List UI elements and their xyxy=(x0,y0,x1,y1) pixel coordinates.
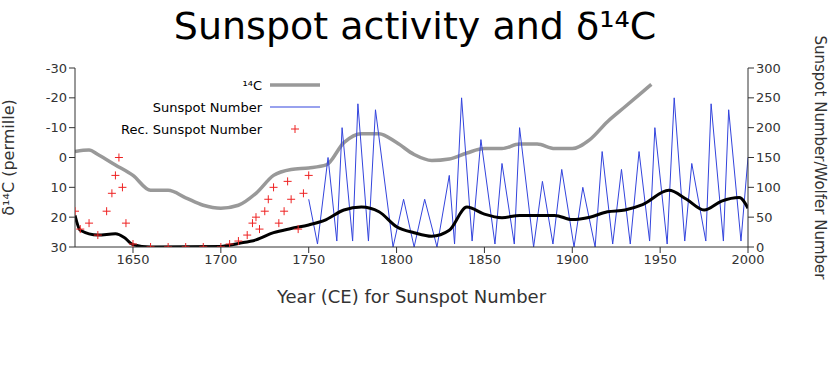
svg-text:0: 0 xyxy=(756,240,764,255)
svg-text:1900: 1900 xyxy=(556,252,589,267)
svg-text:150: 150 xyxy=(756,150,781,165)
svg-text:10: 10 xyxy=(50,180,67,195)
html-text:Rec. Sunspot Number: Rec. Sunspot Number xyxy=(121,121,262,137)
svg-text:-20: -20 xyxy=(46,90,67,105)
svg-text:20: 20 xyxy=(50,210,67,225)
svg-text:30: 30 xyxy=(50,240,67,255)
svg-text:1650: 1650 xyxy=(116,252,149,267)
svg-text:300: 300 xyxy=(756,61,781,76)
html-text:Sunspot Number: Sunspot Number xyxy=(152,99,262,115)
svg-text:-30: -30 xyxy=(46,61,67,76)
svg-text:1950: 1950 xyxy=(644,252,677,267)
svg-text:0: 0 xyxy=(59,150,67,165)
svg-text:1800: 1800 xyxy=(380,252,413,267)
svg-text:δ¹⁴C (permille): δ¹⁴C (permille) xyxy=(8,99,18,215)
svg-text:1850: 1850 xyxy=(468,252,501,267)
svg-text:Sunspot Number/Wolfer Number: Sunspot Number/Wolfer Number xyxy=(811,35,822,280)
svg-text:1700: 1700 xyxy=(204,252,237,267)
svg-text:-10: -10 xyxy=(46,120,67,135)
svg-text:Year (CE) for Sunspot Number: Year (CE) for Sunspot Number xyxy=(276,286,547,307)
svg-text:1750: 1750 xyxy=(292,252,325,267)
svg-text:250: 250 xyxy=(756,90,781,105)
svg-text:200: 200 xyxy=(756,120,781,135)
svg-text:100: 100 xyxy=(756,180,781,195)
html-text:Sunspot activity and δ¹⁴C: Sunspot activity and δ¹⁴C xyxy=(173,4,657,48)
html-text:¹⁴C: ¹⁴C xyxy=(242,77,262,93)
svg-text:2000: 2000 xyxy=(731,252,765,268)
svg-text:50: 50 xyxy=(756,210,773,225)
